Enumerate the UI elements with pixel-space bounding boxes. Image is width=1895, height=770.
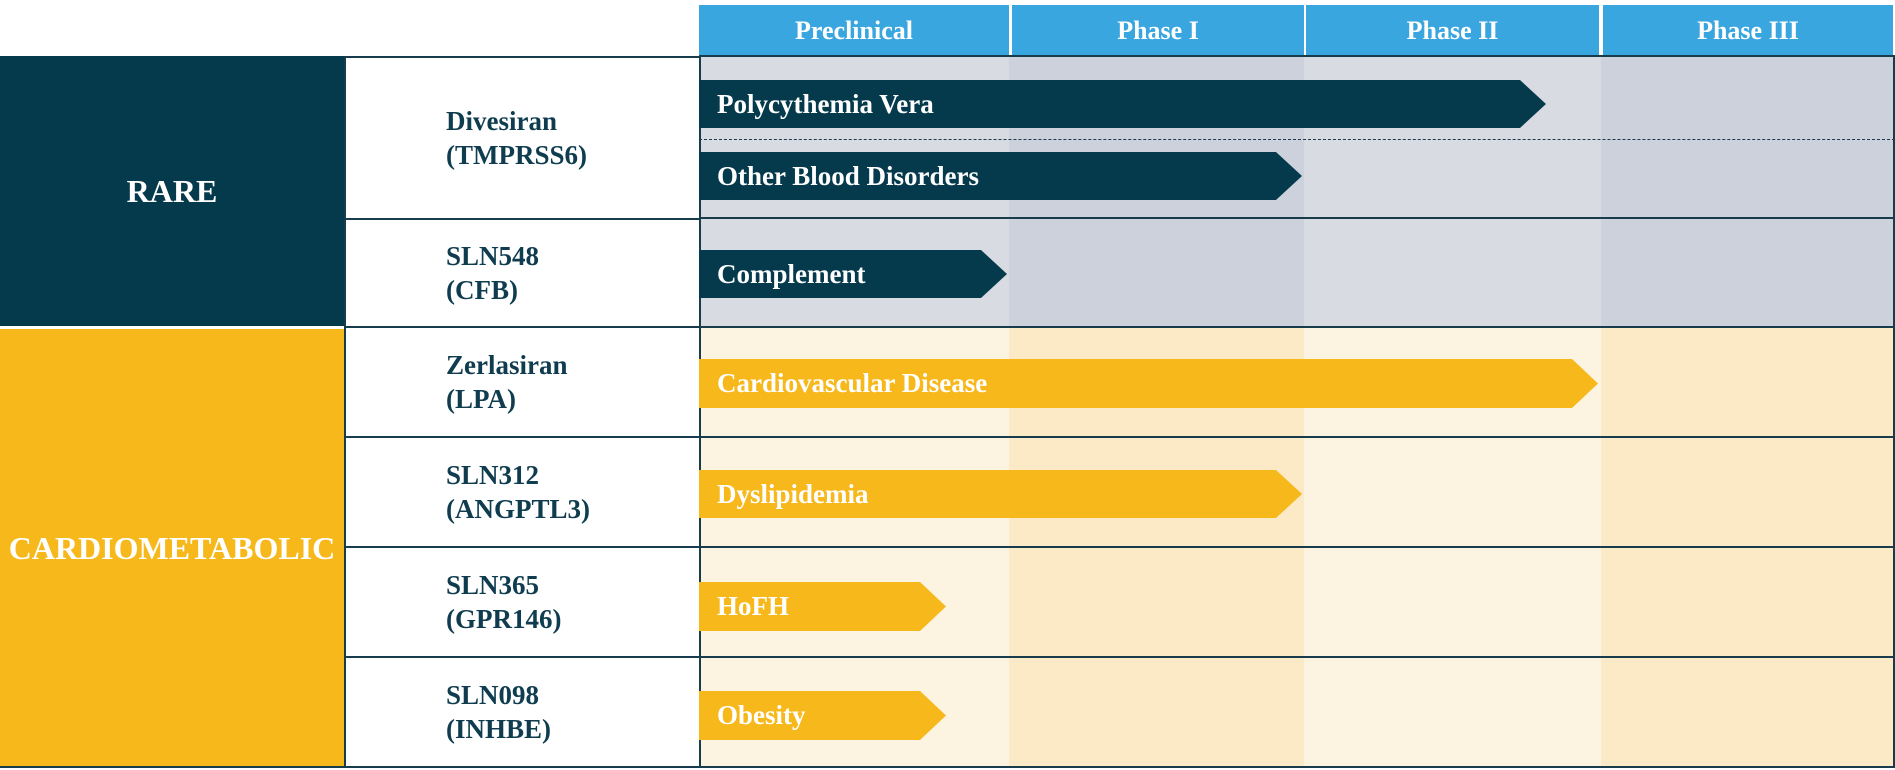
drug-cell: SLN312 (ANGPTL3) — [344, 436, 701, 548]
phase-header: Phase II — [1306, 5, 1599, 56]
row-line — [0, 766, 1895, 768]
progress-arrow: Obesity — [699, 691, 946, 740]
drug-name: SLN548 — [446, 241, 540, 271]
row-line — [699, 436, 1895, 438]
progress-arrow: Cardiovascular Disease — [699, 359, 1598, 408]
phase-header: Phase III — [1603, 5, 1893, 56]
drug-cell: SLN365 (GPR146) — [344, 546, 701, 658]
drug-cell: SLN548 (CFB) — [344, 218, 701, 328]
border — [1893, 55, 1895, 768]
progress-arrow: Dyslipidemia — [699, 470, 1302, 518]
drug-target: (GPR146) — [446, 604, 562, 634]
group-label: RARE — [0, 56, 344, 326]
group-label: CARDIOMETABOLIC — [0, 329, 344, 768]
drug-cell: Divesiran (TMPRSS6) — [344, 56, 701, 220]
row-line — [699, 656, 1895, 658]
progress-arrow: HoFH — [699, 582, 946, 631]
drug-cell: Zerlasiran (LPA) — [344, 326, 701, 438]
drug-target: (TMPRSS6) — [446, 140, 587, 170]
drug-name: SLN365 — [446, 570, 540, 600]
phase-header: Phase I — [1012, 5, 1304, 56]
drug-name: Zerlasiran — [446, 350, 568, 380]
drug-target: (ANGPTL3) — [446, 494, 590, 524]
drug-name: SLN312 — [446, 460, 540, 490]
progress-arrow: Complement — [699, 250, 1007, 298]
drug-name: Divesiran — [446, 106, 557, 136]
row-line — [699, 546, 1895, 548]
phase-header: Preclinical — [699, 5, 1009, 56]
drug-cell: SLN098 (INHBE) — [344, 656, 701, 768]
drug-target: (INHBE) — [446, 714, 552, 744]
rare-bg — [1601, 56, 1895, 326]
progress-arrow: Other Blood Disorders — [699, 152, 1302, 200]
drug-name: SLN098 — [446, 680, 540, 710]
row-line — [699, 326, 1895, 328]
drug-target: (LPA) — [446, 384, 516, 414]
progress-arrow: Polycythemia Vera — [699, 80, 1546, 128]
row-line — [699, 217, 1895, 219]
row-line — [699, 55, 1895, 57]
divider — [699, 139, 1895, 140]
drug-target: (CFB) — [446, 275, 518, 305]
